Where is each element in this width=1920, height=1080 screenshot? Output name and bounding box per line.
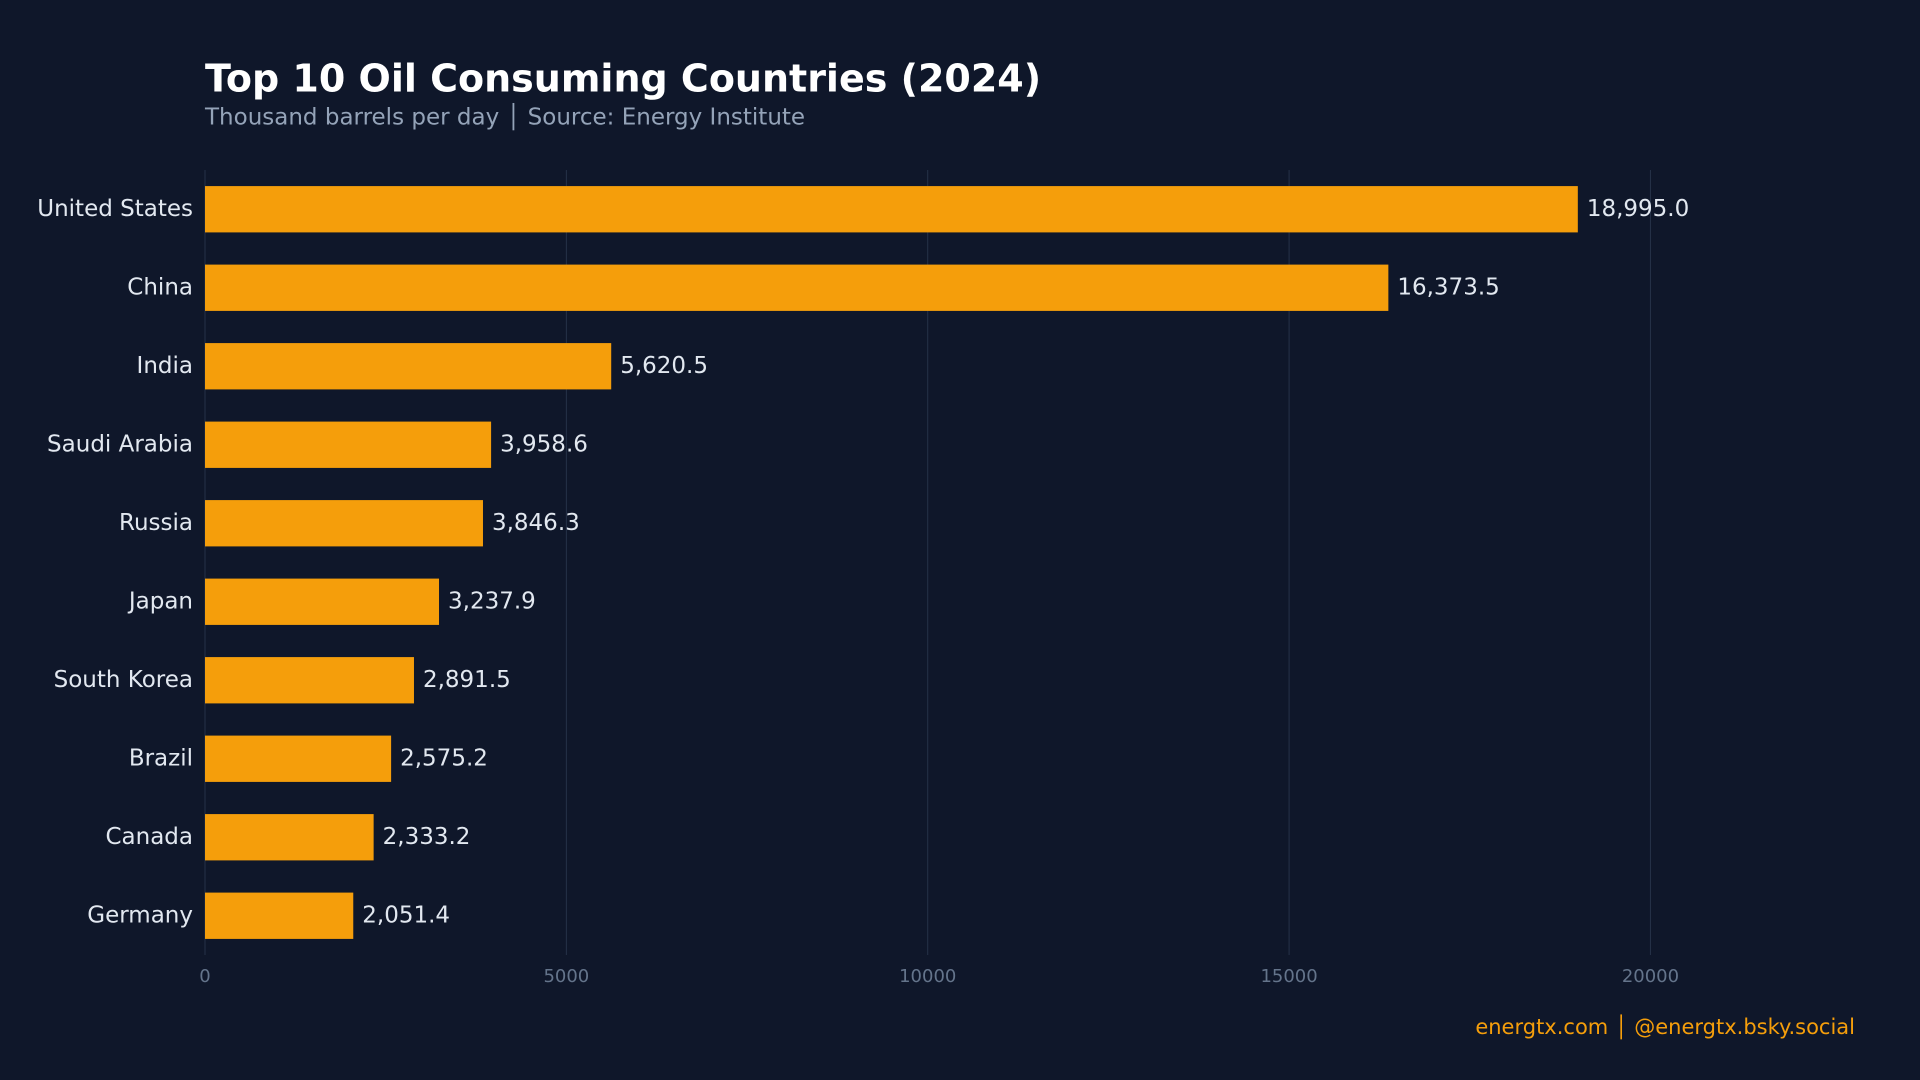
y-tick-label: Japan (127, 588, 193, 614)
value-label: 5,620.5 (620, 353, 708, 379)
footer: energtx.com │ @energtx.bsky.social (1475, 1014, 1855, 1040)
bar (205, 500, 483, 547)
value-label: 2,333.2 (383, 824, 471, 850)
chart-subtitle: Thousand barrels per day │ Source: Energ… (204, 103, 805, 131)
x-tick-label: 15000 (1260, 966, 1317, 987)
y-tick-label: South Korea (54, 667, 193, 693)
y-tick-label: Brazil (129, 745, 193, 771)
y-tick-label: Russia (119, 510, 193, 536)
value-label: 2,575.2 (400, 745, 488, 771)
bar (205, 343, 612, 390)
x-tick-label: 0 (199, 966, 210, 987)
bar (205, 186, 1578, 233)
value-label: 3,846.3 (492, 510, 580, 536)
y-tick-label: China (127, 274, 193, 300)
bar (205, 578, 440, 625)
y-tick-label: India (137, 353, 193, 379)
y-tick-label: Saudi Arabia (47, 431, 193, 457)
chart-title: Top 10 Oil Consuming Countries (2024) (205, 57, 1041, 101)
x-tick-label: 5000 (543, 966, 589, 987)
value-label: 18,995.0 (1587, 196, 1689, 222)
bar (205, 264, 1389, 311)
value-label: 3,237.9 (448, 588, 536, 614)
bar (205, 814, 374, 861)
x-tick-label: 20000 (1622, 966, 1679, 987)
value-label: 3,958.6 (500, 431, 588, 457)
bar (205, 735, 392, 782)
y-tick-label: United States (37, 196, 193, 222)
y-tick-label: Germany (87, 902, 193, 928)
y-tick-label: Canada (105, 824, 193, 850)
bar (205, 657, 414, 704)
bar (205, 421, 492, 468)
value-label: 2,891.5 (423, 667, 511, 693)
value-label: 2,051.4 (362, 902, 450, 928)
bar (205, 892, 354, 939)
x-tick-label: 10000 (899, 966, 956, 987)
value-label: 16,373.5 (1397, 274, 1499, 300)
